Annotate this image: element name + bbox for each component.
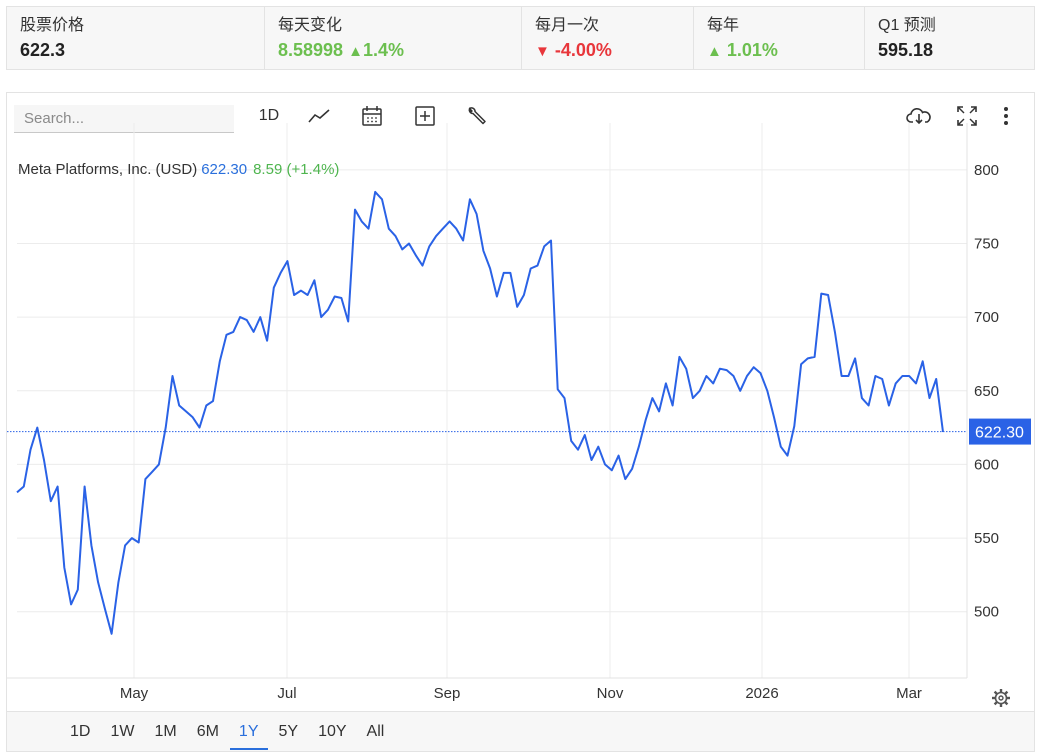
y-tick-label: 550 [974,530,999,547]
series-line [16,190,944,635]
stat-value: 622.3 [20,40,66,60]
y-tick-label: 500 [974,604,999,621]
up-triangle-icon: ▲ [348,43,363,60]
x-tick-label: May [120,685,149,702]
wrench-icon[interactable] [463,103,491,129]
y-tick-label: 750 [974,235,999,252]
range-button-1d[interactable]: 1D [70,722,91,740]
stat-value: ▼ -4.00% [535,38,693,64]
down-triangle-icon: ▼ [535,43,550,60]
stat-label: 每月一次 [535,17,600,34]
stat-value: 595.18 [878,40,934,60]
range-button-1y[interactable]: 1Y [230,712,267,752]
y-tick-label: 600 [974,456,999,473]
range-button-1m[interactable]: 1M [154,722,177,740]
legend-price: 622.30 [201,161,248,178]
range-button-10y[interactable]: 10Y [318,722,347,740]
search-input[interactable] [14,105,234,133]
x-axis-labels: May Jul Sep Nov 2026 Mar [120,685,922,702]
line-chart-icon[interactable] [305,103,333,129]
current-price-label: 622.30 [975,425,1024,442]
x-tick-label: 2026 [745,685,778,702]
stat-label: 每年 [707,17,740,34]
monthly-change-percent: -4.00% [554,40,612,60]
daily-change-value: 8.58998 [278,40,344,60]
chart-grid [7,123,968,679]
up-triangle-icon: ▲ [707,43,722,60]
stat-q1-forecast: Q1 预测 595.18 [865,7,1034,69]
settings-icon[interactable] [992,689,1010,707]
add-indicator-icon[interactable] [411,103,439,129]
x-tick-label: Mar [896,685,922,702]
price-chart[interactable]: May Jul Sep Nov 2026 Mar 500 550 600 650 700 750 80… [7,93,1036,713]
range-button-5y[interactable]: 5Y [278,722,299,740]
y-tick-label: 800 [974,162,999,179]
chart-panel: 1D May Jul Sep Nov 2026 Mar 500 550 600 650 700 75… [6,92,1035,752]
legend-change: 8.59 (+1.4%) [253,161,340,178]
range-button-all[interactable]: All [366,722,385,740]
legend-name: Meta Platforms, Inc. (USD) [18,161,198,178]
stat-stock-price: 股票价格 622.3 [7,7,265,69]
daily-change-percent: 1.4% [362,40,404,60]
range-button-6m[interactable]: 6M [196,722,219,740]
x-tick-label: Sep [434,685,461,702]
stat-label: Q1 预测 [878,17,936,34]
x-tick-label: Nov [597,685,624,702]
chart-legend: Meta Platforms, Inc. (USD) 622.30 8.59 (+1… [18,161,339,178]
download-icon[interactable] [904,103,934,129]
more-icon[interactable] [997,103,1015,129]
stats-strip: 股票价格 622.3 每天变化 8.58998 ▲1.4% 每月一次 ▼ -4.… [6,6,1035,70]
yearly-change-percent: 1.01% [726,40,778,60]
range-button-1w[interactable]: 1W [110,722,135,740]
stat-value: ▲ 1.01% [707,38,864,64]
stat-daily-change: 每天变化 8.58998 ▲1.4% [265,7,522,69]
current-price-tag: 622.30 [969,418,1031,445]
stat-label: 股票价格 [20,17,85,34]
calendar-icon[interactable] [358,103,386,129]
range-selector: 1D 1W 1M 6M 1Y 5Y 10Y All [7,711,1034,751]
stat-label: 每天变化 [278,17,343,34]
interval-button[interactable]: 1D [258,107,280,124]
stat-monthly: 每月一次 ▼ -4.00% [522,7,694,69]
stat-yearly: 每年 ▲ 1.01% [694,7,865,69]
fullscreen-icon[interactable] [953,103,981,129]
x-tick-label: Jul [277,685,296,702]
y-tick-label: 650 [974,383,999,400]
y-axis-labels: 500 550 600 650 700 750 800 [974,162,999,621]
stat-value: 8.58998 ▲1.4% [278,38,521,64]
y-tick-label: 700 [974,309,999,326]
